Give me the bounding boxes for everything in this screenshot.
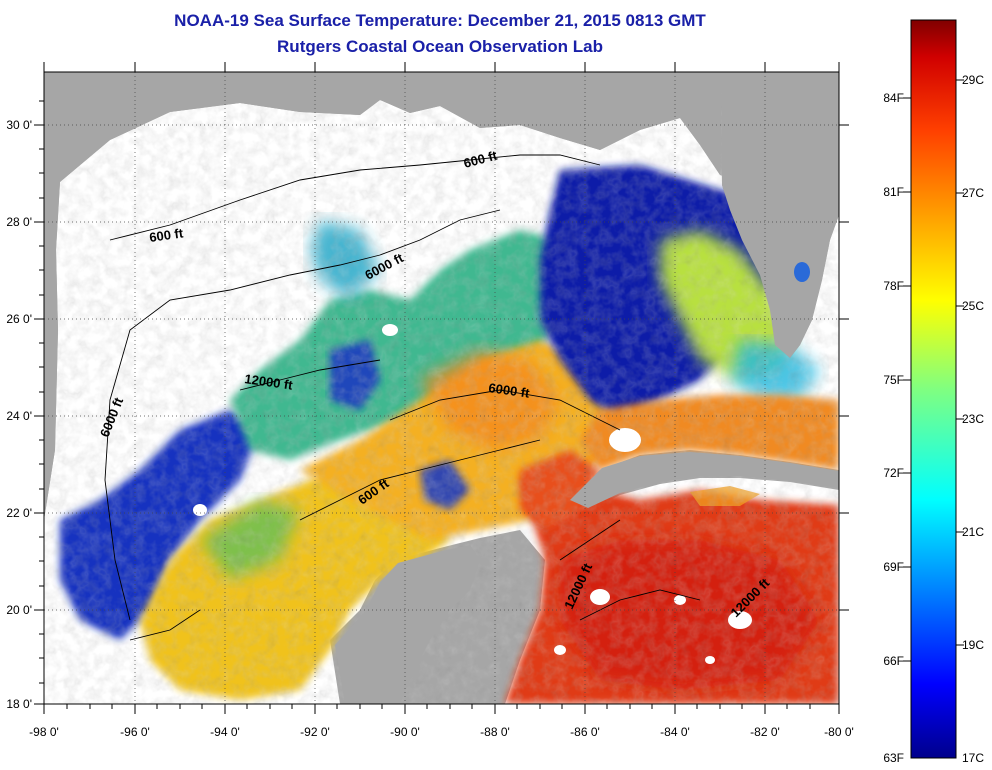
lat-tick-label: 22 0' [6,506,32,520]
colorbar-f-label: 78F [883,279,904,293]
colorbar-f-label: 84F [883,91,904,105]
axis-ticks [34,62,849,714]
colorbar-c-label: 29C [962,73,984,87]
colorbar-f-labels: 84F 81F 78F 75F 72F 69F 66F 63F [883,91,904,765]
lon-tick-label: -86 0' [570,725,600,739]
lake-okeechobee [794,262,810,282]
contour-label-600-nw: 600 ft [148,225,184,245]
lon-tick-label: -80 0' [824,725,854,739]
lon-tick-label: -96 0' [120,725,150,739]
cuba-land-top [570,452,839,508]
florida-land-top [722,72,839,358]
colorbar-ticks [903,79,964,662]
yucatan-land-top [335,545,480,704]
cloud-blotches [193,324,752,664]
lat-tick-label: 28 0' [6,215,32,229]
colorbar-f-label: 75F [883,373,904,387]
lon-tick-label: -82 0' [750,725,780,739]
map-title: NOAA-19 Sea Surface Temperature: Decembe… [174,11,706,30]
lat-tick-label: 18 0' [6,697,32,711]
colorbar-c-label: 27C [962,186,984,200]
lon-tick-label: -94 0' [210,725,240,739]
colorbar-f-label: 66F [883,654,904,668]
colorbar-c-label: 19C [962,638,984,652]
lat-tick-label: 30 0' [6,118,32,132]
lon-tick-label: -92 0' [300,725,330,739]
colorbar-c-label: 21C [962,525,984,539]
map-frame [43,71,840,705]
lat-tick-label: 24 0' [6,409,32,423]
colorbar-f-label: 63F [883,751,904,765]
gulf-north-coast [44,72,839,520]
colorbar-c-label: 17C [962,751,984,765]
colorbar-f-label: 69F [883,560,904,574]
colorbar-c-label: 25C [962,299,984,313]
colorbar-c-label: 23C [962,412,984,426]
lat-tick-label: 20 0' [6,603,32,617]
axis-minor-ticks [39,100,811,709]
lon-tick-label: -84 0' [660,725,690,739]
colorbar [910,19,957,759]
lat-tick-labels: 30 0' 28 0' 26 0' 24 0' 22 0' 20 0' 18 0… [6,118,32,711]
lon-tick-label: -98 0' [29,725,59,739]
lon-tick-labels: -98 0' -96 0' -94 0' -92 0' -90 0' -88 0… [29,725,854,739]
map-area: 600 ft 600 ft 6000 ft 6000 ft 12000 ft 6… [44,72,839,704]
colorbar-c-labels: 29C 27C 25C 23C 21C 19C 17C [962,73,984,765]
contour-label-12000-w: 12000 ft [244,371,295,393]
colorbar-f-label: 72F [883,466,904,480]
lon-tick-label: -88 0' [480,725,510,739]
map-subtitle: Rutgers Coastal Ocean Observation Lab [277,37,603,56]
lon-tick-label: -90 0' [390,725,420,739]
map-grid [44,72,839,704]
contour-label-6000-e: 6000 ft [488,380,532,401]
lat-tick-label: 26 0' [6,312,32,326]
colorbar-f-label: 81F [883,185,904,199]
